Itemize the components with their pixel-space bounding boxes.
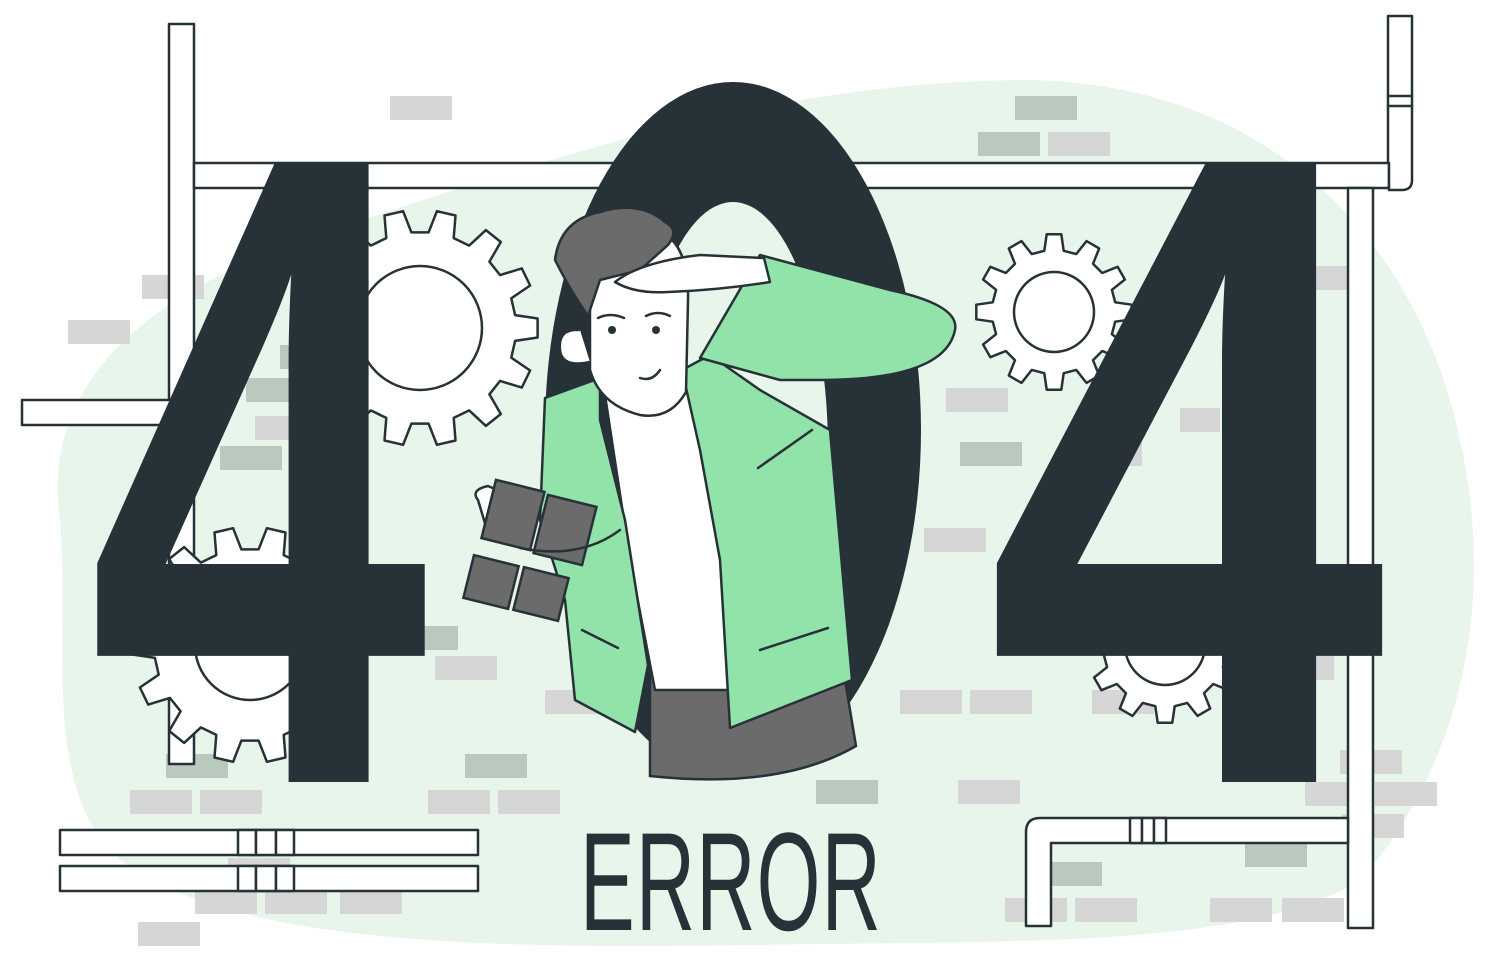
brick-wall — [68, 96, 1437, 946]
gear-icon — [975, 233, 1133, 391]
digit-right-4: 4 — [986, 0, 1391, 968]
gear-icon — [131, 526, 369, 764]
binoculars-icon — [461, 478, 622, 623]
digit-left-4: 4 — [88, 0, 432, 968]
gears-group — [131, 209, 1244, 764]
gear-hole — [356, 264, 484, 392]
gear-hole — [1012, 270, 1096, 354]
error-caption: ERROR — [580, 803, 882, 960]
person-figure — [461, 206, 957, 781]
gear-hole — [1123, 603, 1207, 687]
gear-hole — [193, 588, 307, 702]
gear-icon — [1086, 566, 1244, 724]
gear-icon — [301, 209, 539, 447]
